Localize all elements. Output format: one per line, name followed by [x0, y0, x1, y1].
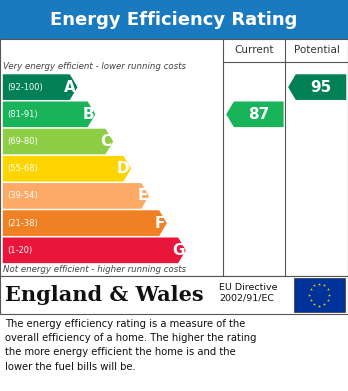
Bar: [0, 39, 348, 276]
Text: (39-54): (39-54): [7, 192, 38, 201]
Text: E: E: [137, 188, 148, 203]
Text: (1-20): (1-20): [7, 246, 32, 255]
Text: 95: 95: [310, 80, 332, 95]
Text: A: A: [64, 80, 76, 95]
Text: Current: Current: [235, 45, 274, 56]
Polygon shape: [3, 102, 95, 127]
Text: The energy efficiency rating is a measure of the
overall efficiency of a home. T: The energy efficiency rating is a measur…: [5, 319, 257, 372]
Text: Not energy efficient - higher running costs: Not energy efficient - higher running co…: [3, 265, 187, 274]
Polygon shape: [3, 183, 149, 209]
Bar: [294, 278, 345, 312]
Polygon shape: [288, 74, 346, 100]
Text: B: B: [82, 107, 94, 122]
Polygon shape: [226, 102, 284, 127]
Bar: [0, 276, 348, 314]
Text: G: G: [172, 243, 184, 258]
Text: 87: 87: [248, 107, 269, 122]
Bar: [0, 0, 348, 39]
Polygon shape: [3, 129, 113, 154]
Polygon shape: [3, 156, 131, 181]
Text: (69-80): (69-80): [7, 137, 38, 146]
Text: F: F: [155, 215, 165, 231]
Text: (81-91): (81-91): [7, 110, 38, 119]
Polygon shape: [3, 210, 167, 236]
Polygon shape: [3, 74, 78, 100]
Text: (92-100): (92-100): [7, 83, 43, 91]
Text: England & Wales: England & Wales: [5, 285, 204, 305]
Text: EU Directive
2002/91/EC: EU Directive 2002/91/EC: [219, 283, 278, 303]
Text: C: C: [101, 134, 112, 149]
Text: (21-38): (21-38): [7, 219, 38, 228]
Polygon shape: [3, 237, 186, 263]
Text: (55-68): (55-68): [7, 164, 38, 173]
Text: Potential: Potential: [294, 45, 340, 56]
Text: Very energy efficient - lower running costs: Very energy efficient - lower running co…: [3, 62, 187, 71]
Text: Energy Efficiency Rating: Energy Efficiency Rating: [50, 11, 298, 29]
Text: D: D: [117, 161, 130, 176]
